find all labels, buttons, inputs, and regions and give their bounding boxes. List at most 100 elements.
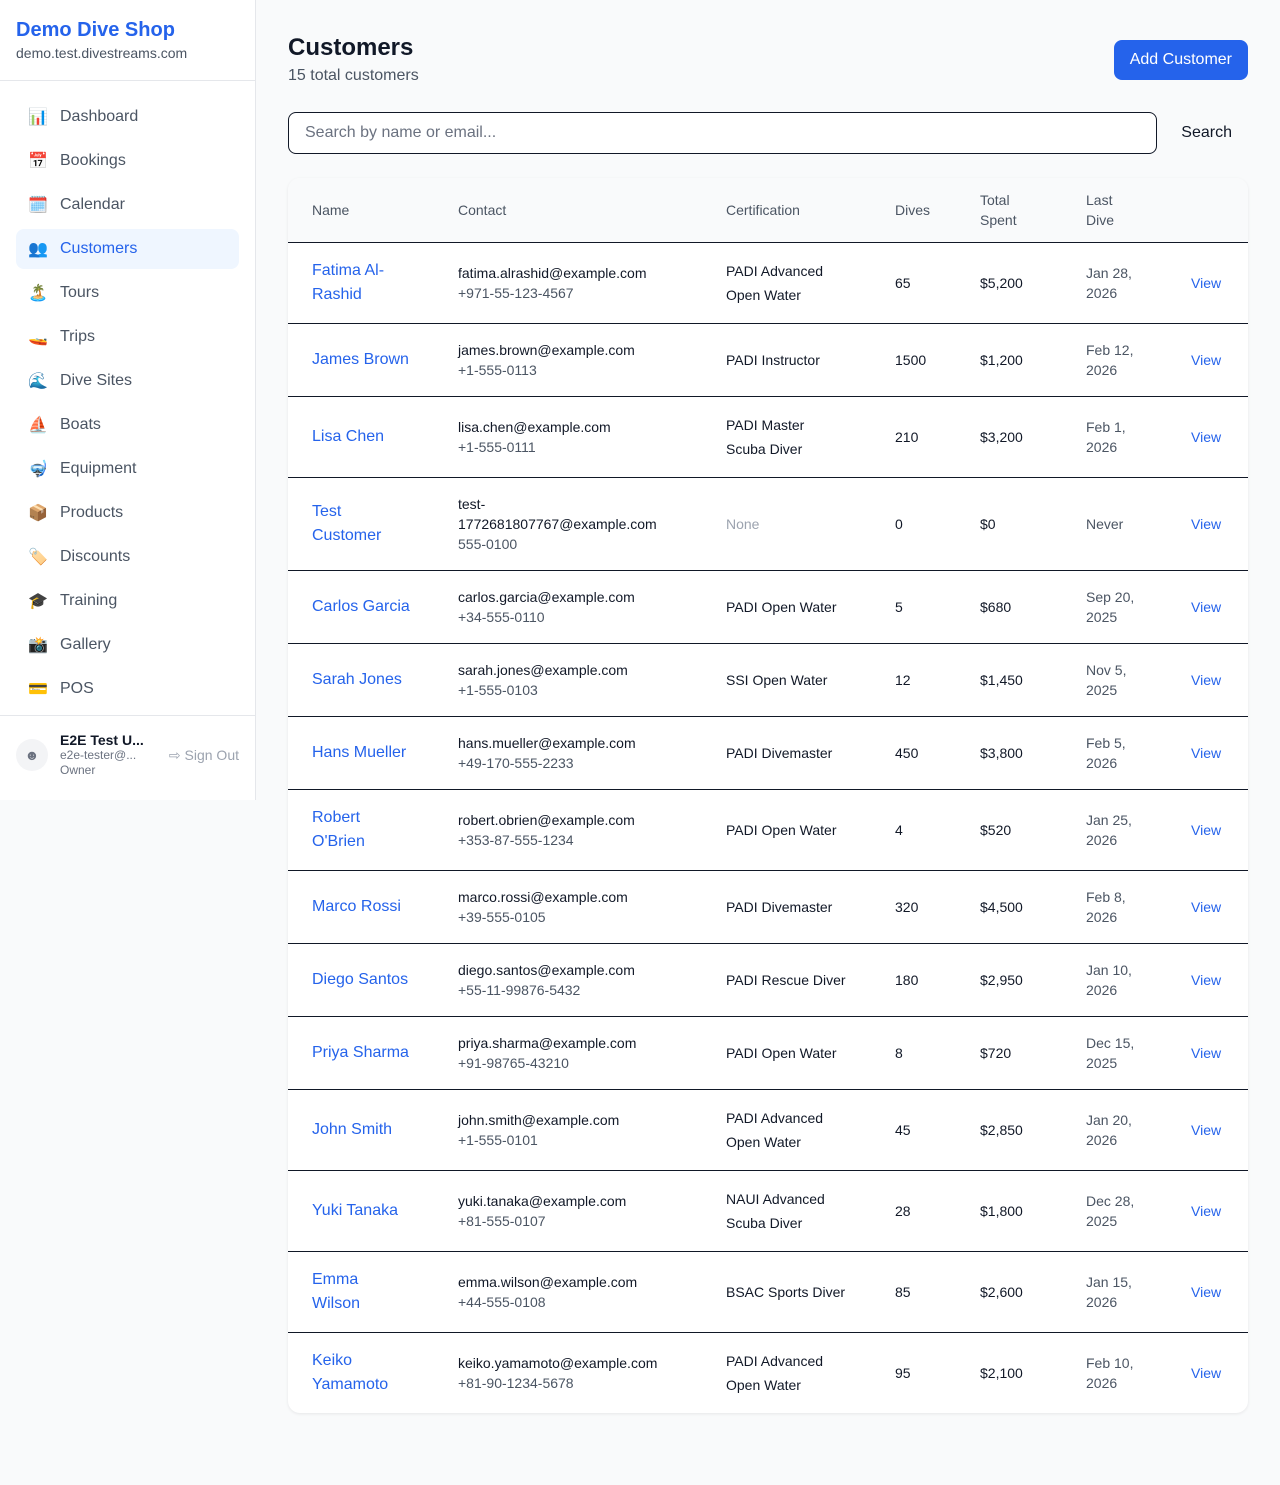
view-customer-link[interactable]: View [1191,1044,1222,1061]
dives-count: 12 [871,643,956,717]
customer-count: 15 total customers [288,67,419,84]
customer-name-link[interactable]: Robert O'Brien [312,808,365,850]
total-spent: $1,200 [956,323,1062,397]
customer-email: james.brown@example.com [458,341,635,358]
total-spent: $5,200 [956,242,1062,324]
view-customer-link[interactable]: View [1191,1283,1222,1300]
view-customer-link[interactable]: View [1191,671,1222,688]
customers-icon: 👥 [28,241,48,258]
customer-name-link[interactable]: Priya Sharma [312,1043,409,1061]
certification: PADI Divemaster [726,898,833,915]
search-input[interactable] [288,112,1158,154]
view-customer-link[interactable]: View [1191,428,1222,445]
sidebar-item-training[interactable]: 🎓 Training [16,581,239,621]
dives-count: 85 [871,1251,956,1333]
certification: PADI Open Water [726,598,837,615]
customer-name-link[interactable]: Test Customer [312,502,382,544]
trips-icon: 🚤 [28,329,48,346]
products-icon: 📦 [28,505,48,522]
view-customer-link[interactable]: View [1191,351,1222,368]
customer-name-link[interactable]: Fatima Al-Rashid [312,261,385,303]
brand-name[interactable]: Demo Dive Shop [16,19,175,41]
table-row: Hans Mueller hans.mueller@example.com +49… [288,716,1248,790]
last-dive-date: Nov 5, 2025 [1062,643,1167,717]
bookings-icon: 📅 [28,153,48,170]
last-dive-date: Sep 20, 2025 [1062,570,1167,644]
view-customer-link[interactable]: View [1191,598,1222,615]
customer-name-link[interactable]: Emma Wilson [312,1270,361,1312]
sidebar-item-boats[interactable]: ⛵ Boats [16,405,239,445]
view-customer-link[interactable]: View [1191,274,1222,291]
view-customer-link[interactable]: View [1191,898,1222,915]
view-customer-link[interactable]: View [1191,744,1222,761]
total-spent: $680 [956,570,1062,644]
view-customer-link[interactable]: View [1191,971,1222,988]
customer-name-link[interactable]: Lisa Chen [312,427,385,445]
certification: BSAC Sports Diver [726,1283,846,1300]
customer-name-link[interactable]: Carlos Garcia [312,597,410,615]
user-avatar-icon: ☻ [16,739,48,771]
dives-count: 28 [871,1170,956,1252]
total-spent: $720 [956,1016,1062,1090]
sidebar-item-customers[interactable]: 👥 Customers [16,229,239,269]
total-spent: $3,200 [956,396,1062,478]
view-customer-link[interactable]: View [1191,515,1222,532]
dives-count: 95 [895,1364,911,1381]
dives-count: 8 [871,1016,956,1090]
customers-table: Name Contact Certification Dives Total Spent… [288,178,1248,1413]
search-bar: Search [288,112,1248,154]
sidebar-item-products[interactable]: 📦 Products [16,493,239,533]
column-header-name: Name [288,178,434,243]
customer-name-link[interactable]: Keiko Yamamoto [312,1351,389,1393]
sidebar-item-dashboard[interactable]: 📊 Dashboard [16,97,239,137]
sidebar-item-label: Discounts [60,548,131,565]
search-button[interactable]: Search [1157,124,1248,142]
sidebar-item-gallery[interactable]: 📸 Gallery [16,625,239,665]
total-spent: $2,850 [956,1089,1062,1171]
customer-name-link[interactable]: Diego Santos [312,970,409,988]
customer-email: john.smith@example.com [458,1111,620,1128]
customer-name-link[interactable]: Hans Mueller [312,743,407,761]
certification: NAUI Advanced Scuba Diver [726,1190,825,1231]
brand: Demo Dive Shop demo.test.divestreams.com [0,0,255,81]
table-row: Fatima Al-Rashid fatima.alrashid@example… [288,242,1248,324]
last-dive-date: Feb 10, 2026 [1086,1354,1134,1391]
sidebar-item-trips[interactable]: 🚤 Trips [16,317,239,357]
view-customer-link[interactable]: View [1191,821,1222,838]
training-icon: 🎓 [28,593,48,610]
column-header-total-spent: Total Spent [956,178,1062,243]
customer-email: priya.sharma@example.com [458,1034,637,1051]
add-customer-button[interactable]: Add Customer [1113,40,1248,80]
sidebar-item-bookings[interactable]: 📅 Bookings [16,141,239,181]
sign-out-label: Sign Out [184,746,239,763]
certification: PADI Master Scuba Diver [726,416,805,457]
sidebar-item-dive-sites[interactable]: 🌊 Dive Sites [16,361,239,401]
sidebar-item-pos[interactable]: 💳 POS [16,669,239,709]
view-customer-link[interactable]: View [1191,1121,1222,1138]
customer-name-link[interactable]: James Brown [312,350,409,368]
table-row: Emma Wilson emma.wilson@example.com +44-5… [288,1251,1248,1333]
last-dive-date: Jan 28, 2026 [1062,242,1167,324]
certification: PADI Rescue Diver [726,971,846,988]
customer-name-link[interactable]: Marco Rossi [312,897,401,915]
customer-phone: +1-555-0111 [458,438,536,455]
sidebar-item-equipment[interactable]: 🤿 Equipment [16,449,239,489]
table-row: Yuki Tanaka yuki.tanaka@example.com +81-5… [288,1170,1248,1252]
customer-phone: +971-55-123-4567 [458,284,574,301]
customer-email: lisa.chen@example.com [458,418,611,435]
sidebar-item-tours[interactable]: 🏝️ Tours [16,273,239,313]
customer-name-link[interactable]: John Smith [312,1120,393,1138]
customer-name-link[interactable]: Sarah Jones [312,670,402,688]
dives-count: 5 [871,570,956,644]
view-customer-link[interactable]: View [1191,1364,1222,1381]
table-row: Carlos Garcia carlos.garcia@example.com +… [288,570,1248,644]
sign-out-button[interactable]: ⇨ Sign Out [169,747,239,764]
view-customer-link[interactable]: View [1191,1202,1222,1219]
customer-name-link[interactable]: Yuki Tanaka [312,1201,398,1219]
user-name: E2E Test U... [60,732,144,748]
sidebar-item-discounts[interactable]: 🏷️ Discounts [16,537,239,577]
main-content: Customers 15 total customers Add Custome… [288,32,1248,1413]
last-dive-date: Jan 20, 2026 [1062,1089,1167,1171]
sidebar-item-calendar[interactable]: 🗓️ Calendar [16,185,239,225]
total-spent: $4,500 [956,870,1062,944]
